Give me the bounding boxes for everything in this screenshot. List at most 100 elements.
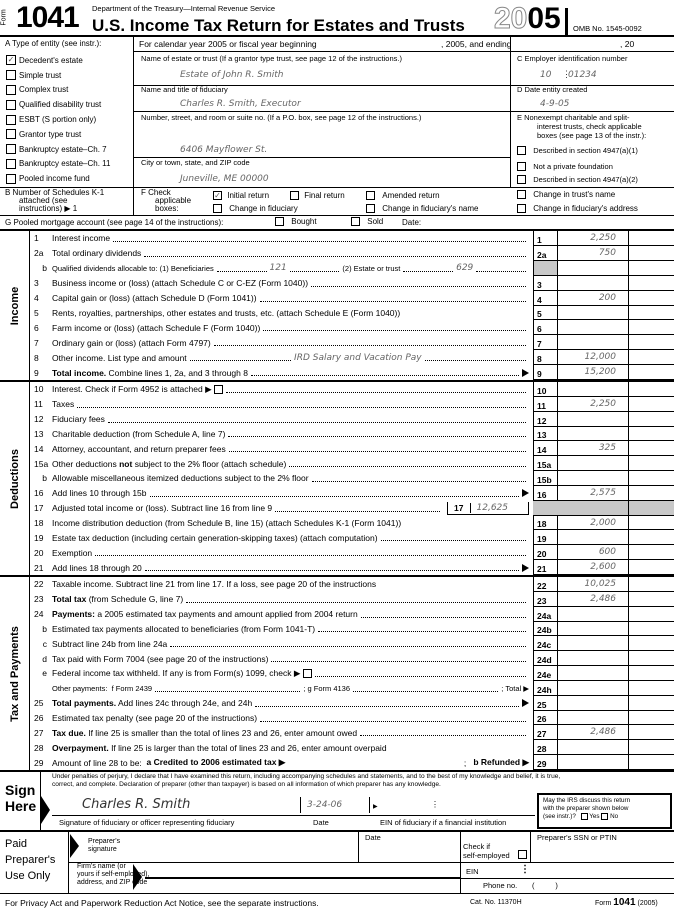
estate-name-value[interactable]: Estate of John R. Smith — [180, 70, 284, 80]
cents-field[interactable] — [628, 456, 674, 472]
fiduciary-value[interactable]: Charles R. Smith, Executor — [180, 99, 301, 109]
amount-field[interactable] — [558, 320, 628, 336]
checkbox[interactable] — [517, 162, 526, 172]
checkbox[interactable] — [6, 173, 16, 184]
amount-field[interactable]: 200 — [558, 291, 628, 306]
cents-field[interactable] — [628, 471, 674, 486]
amount-field[interactable] — [558, 681, 628, 696]
checkbox[interactable] — [6, 114, 16, 125]
amount-field[interactable] — [558, 622, 628, 637]
entity-type-option[interactable]: Pooled income fund — [6, 171, 131, 186]
entity-type-option[interactable]: Qualified disability trust — [6, 97, 131, 112]
amount-field[interactable] — [558, 471, 628, 486]
bought-checkbox[interactable]: Bought — [275, 217, 317, 227]
amount-field[interactable] — [558, 607, 628, 622]
cents-field[interactable] — [628, 260, 674, 276]
amount-field[interactable] — [558, 666, 628, 681]
amended-return-checkbox[interactable]: Amended return — [366, 191, 440, 201]
cents-field[interactable] — [628, 560, 674, 575]
cents-field[interactable] — [628, 577, 674, 592]
cents-field[interactable] — [628, 695, 674, 711]
amount-field[interactable]: 10,025 — [558, 577, 628, 592]
checkbox[interactable] — [366, 191, 375, 201]
checkbox[interactable] — [6, 84, 16, 95]
checkbox[interactable] — [366, 204, 375, 214]
amount-field[interactable] — [558, 500, 628, 516]
street-value[interactable]: 6406 Mayflower St. — [180, 145, 268, 155]
checkbox[interactable] — [302, 668, 312, 678]
amount-field[interactable] — [558, 651, 628, 667]
checkbox[interactable] — [213, 384, 223, 394]
cents-field[interactable] — [628, 485, 674, 501]
amount-field[interactable] — [558, 306, 628, 321]
discuss-yes-checkbox[interactable] — [580, 813, 588, 820]
discuss-no-checkbox[interactable] — [601, 813, 609, 820]
cents-field[interactable] — [628, 245, 674, 261]
ein-prefix[interactable]: 10 — [540, 70, 552, 80]
entity-type-option[interactable]: Bankruptcy estate–Ch. 11 — [6, 157, 131, 172]
cents-field[interactable] — [628, 606, 674, 622]
checkbox[interactable] — [517, 190, 526, 200]
amount-field[interactable] — [558, 261, 628, 276]
entity-type-option[interactable]: Bankruptcy estate–Ch. 7 — [6, 142, 131, 157]
amount-field[interactable] — [558, 335, 628, 351]
checkbox[interactable] — [275, 217, 284, 227]
amount-field[interactable] — [558, 382, 628, 397]
amount-field[interactable]: 2,486 — [558, 725, 628, 741]
cents-field[interactable] — [628, 740, 674, 756]
cents-field[interactable] — [628, 710, 674, 726]
cents-field[interactable] — [628, 275, 674, 291]
amount-field[interactable] — [558, 636, 628, 652]
entity-type-option[interactable]: Complex trust — [6, 83, 131, 98]
cents-field[interactable] — [628, 636, 674, 652]
e-option-4947a1[interactable]: Described in section 4947(a)(1) — [517, 146, 638, 156]
cents-field[interactable] — [628, 231, 674, 246]
amount-field[interactable]: 2,250 — [558, 397, 628, 412]
cents-field[interactable] — [628, 651, 674, 667]
cents-field[interactable] — [628, 680, 674, 696]
cents-field[interactable] — [628, 530, 674, 546]
sold-checkbox[interactable]: Sold — [351, 217, 383, 227]
entity-type-option[interactable]: ESBT (S portion only) — [6, 112, 131, 127]
amount-field[interactable]: 2,600 — [558, 560, 628, 575]
entity-type-option[interactable]: Grantor type trust — [6, 127, 131, 142]
signature-value[interactable]: Charles R. Smith — [82, 797, 191, 812]
checkbox[interactable] — [6, 158, 16, 169]
checkbox[interactable] — [6, 144, 16, 155]
cents-field[interactable] — [628, 382, 674, 397]
cents-field[interactable] — [628, 335, 674, 351]
change-fiduciary-name-checkbox[interactable]: Change in fiduciary's name — [366, 204, 478, 214]
amount-field[interactable] — [558, 740, 628, 756]
inline-value[interactable]: 121 — [269, 263, 287, 274]
e-option-4947a2[interactable]: Described in section 4947(a)(2) — [517, 175, 638, 185]
sign-date-value[interactable]: 3-24-06 — [307, 800, 343, 810]
ein-suffix[interactable]: 01234 — [568, 70, 597, 80]
cents-field[interactable] — [628, 426, 674, 442]
firm-name-line[interactable] — [145, 877, 460, 879]
entity-type-option[interactable]: ✓ Decedent's estate — [6, 53, 131, 68]
cents-field[interactable] — [628, 365, 674, 381]
amount-field[interactable]: 12,000 — [558, 350, 628, 366]
amount-field[interactable] — [558, 530, 628, 546]
amount-field[interactable]: 2,000 — [558, 516, 628, 531]
cents-field[interactable] — [628, 290, 674, 306]
amount-field[interactable]: 750 — [558, 246, 628, 261]
checkmark-icon[interactable]: ✓ — [213, 191, 222, 201]
amount-field[interactable] — [558, 276, 628, 291]
cents-field[interactable] — [628, 350, 674, 366]
cents-field[interactable] — [628, 320, 674, 336]
amount-field[interactable] — [558, 696, 628, 711]
cents-field[interactable] — [628, 545, 674, 561]
amount-field[interactable]: 2,250 — [558, 231, 628, 246]
inline-value[interactable]: 629 — [456, 263, 474, 274]
checkbox[interactable] — [290, 191, 299, 201]
amount-field[interactable] — [558, 711, 628, 726]
cents-field[interactable] — [628, 621, 674, 637]
inline-amount[interactable]: 12,625 — [476, 502, 509, 513]
cents-field[interactable] — [628, 725, 674, 741]
self-employed-checkbox[interactable] — [518, 850, 527, 859]
amount-field[interactable]: 2,486 — [558, 592, 628, 607]
cents-field[interactable] — [628, 411, 674, 427]
checkbox[interactable] — [213, 204, 222, 214]
date-created-value[interactable]: 4-9-05 — [540, 99, 570, 109]
